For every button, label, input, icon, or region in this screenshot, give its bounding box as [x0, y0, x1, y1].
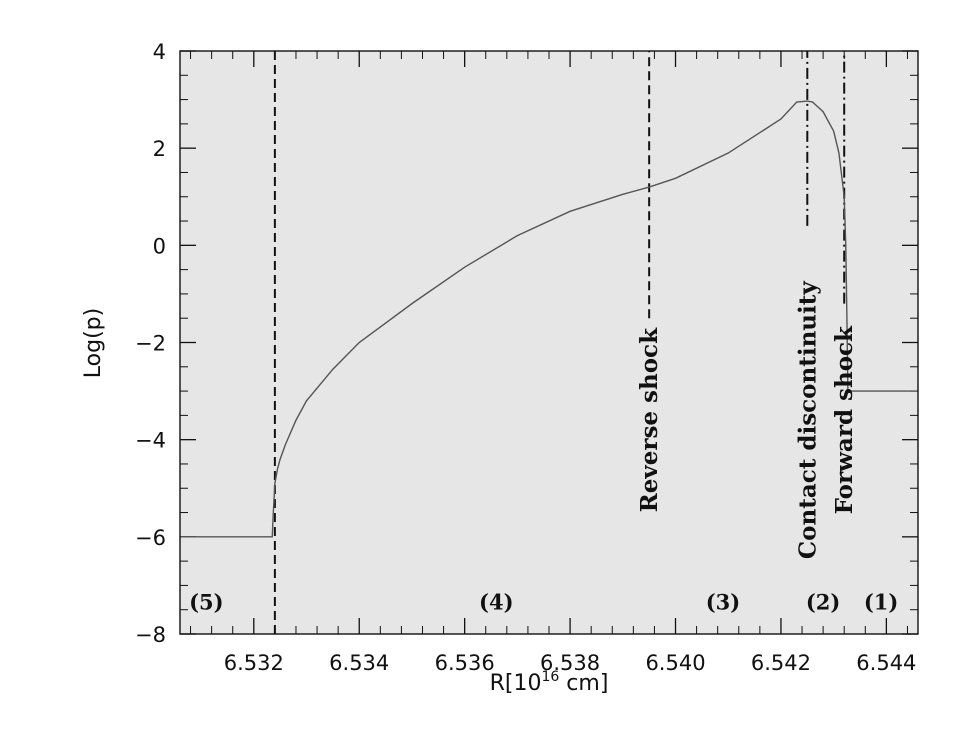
- x-tick-label: 6.534: [329, 651, 389, 675]
- x-tick-label: 6.542: [751, 651, 811, 675]
- region-label: (5): [189, 590, 223, 615]
- y-tick-label: −4: [135, 429, 166, 453]
- x-tick-label: 6.538: [540, 651, 600, 675]
- x-tick-labels: 6.532 6.534 6.536 6.538 6.540 6.542 6.544: [224, 651, 917, 675]
- y-tick-label: −6: [135, 526, 166, 550]
- y-tick-label: −2: [135, 332, 166, 356]
- annotation-label: Contact discontinuity: [794, 281, 821, 560]
- y-axis-title: Log(p): [81, 308, 106, 378]
- region-label: (1): [864, 590, 898, 615]
- plot-background: [180, 51, 918, 634]
- region-label: (2): [806, 590, 840, 615]
- y-tick-label: 2: [153, 137, 166, 161]
- x-tick-label: 6.540: [645, 651, 705, 675]
- annotation-label: Forward shock: [831, 325, 858, 514]
- y-tick-labels: −8 −6 −4 −2 0 2 4: [135, 40, 166, 647]
- x-axis-title: R[1016 cm]: [490, 669, 609, 696]
- region-label: (4): [479, 590, 513, 615]
- x-tick-label: 6.532: [224, 651, 284, 675]
- region-labels: (5) (4) (3) (2) (1): [189, 590, 898, 615]
- plot-frame: [179, 50, 919, 635]
- region-label: (3): [706, 590, 740, 615]
- y-tick-label: 4: [153, 40, 166, 64]
- y-tick-label: −8: [135, 623, 166, 647]
- x-tick-label: 6.536: [435, 651, 495, 675]
- shock-lines: [273, 51, 846, 634]
- y-tick-label: 0: [153, 234, 166, 258]
- x-tick-label: 6.544: [856, 651, 916, 675]
- pressure-curve: [180, 100, 918, 538]
- annotations: Reverse shock Contact discontinuity Forwar…: [636, 281, 858, 560]
- annotation-label: Reverse shock: [636, 327, 663, 512]
